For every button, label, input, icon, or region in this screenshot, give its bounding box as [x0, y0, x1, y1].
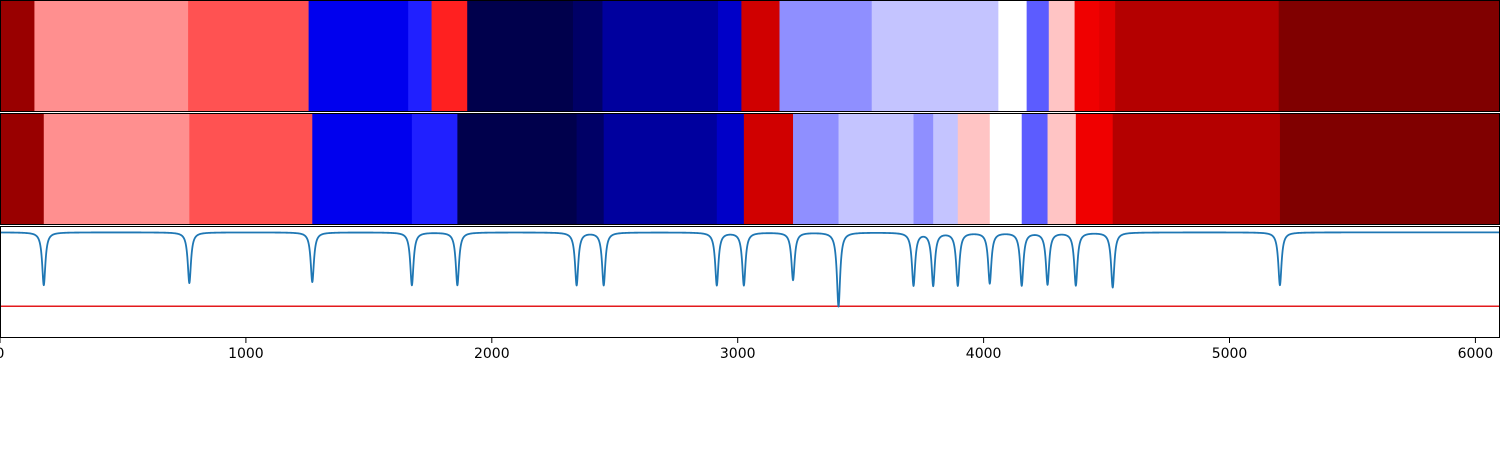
segment-1-5: [408, 0, 433, 112]
segment-1-1: [0, 0, 35, 112]
segment-1-12: [779, 0, 873, 112]
segment-1-16: [1048, 0, 1076, 112]
segment-1-14: [998, 0, 1028, 112]
x-tick-label: 5000: [1212, 346, 1248, 362]
line-panel: [0, 231, 1500, 308]
segment-2-15: [957, 113, 991, 225]
segment-2-9: [716, 113, 745, 225]
segment-1-13: [871, 0, 999, 112]
segment-2-13: [913, 113, 934, 225]
segment-2-21: [1279, 113, 1500, 225]
segment-1-4: [308, 0, 409, 112]
segment-1-3: [188, 0, 310, 112]
segment-2-8: [603, 113, 718, 225]
segment-2-11: [793, 113, 840, 225]
segment-2-19: [1075, 113, 1114, 225]
segment-1-11: [741, 0, 781, 112]
segment-2-3: [189, 113, 313, 225]
x-tick-label: 4000: [966, 346, 1002, 362]
segment-2-14: [933, 113, 959, 225]
panel-frame-3: [0, 226, 1500, 338]
segment-1-20: [1278, 0, 1500, 112]
x-tick-label: 1000: [228, 346, 264, 362]
segment-1-7: [467, 0, 574, 112]
segment-2-10: [743, 113, 794, 225]
segment-1-15: [1026, 0, 1050, 112]
segment-1-9: [602, 0, 719, 112]
segment-1-18: [1099, 0, 1116, 112]
segment-1-17: [1074, 0, 1100, 112]
x-tick-label: 3000: [720, 346, 756, 362]
x-tick-label: 0: [0, 346, 4, 362]
segment-2-16: [989, 113, 1023, 225]
signal-line: [0, 231, 1500, 308]
segment-2-17: [1021, 113, 1049, 225]
segment-track-top: [0, 0, 1500, 112]
segment-1-2: [34, 0, 189, 112]
x-axis: 0 1000 2000 3000 4000 5000 6000: [0, 338, 1493, 362]
segment-2-5: [411, 113, 458, 225]
segment-1-8: [572, 0, 603, 112]
segment-2-18: [1047, 113, 1077, 225]
segment-2-20: [1112, 113, 1281, 225]
segment-track-bottom: [0, 113, 1500, 225]
x-tick-label: 6000: [1458, 346, 1494, 362]
segment-2-2: [43, 113, 190, 225]
segment-2-12: [838, 113, 915, 225]
segment-1-6: [431, 0, 468, 112]
segment-2-4: [312, 113, 413, 225]
segment-2-1: [0, 113, 45, 225]
x-tick-label: 2000: [474, 346, 510, 362]
segment-2-6: [457, 113, 578, 225]
segment-2-7: [576, 113, 605, 225]
segment-1-10: [718, 0, 742, 112]
segment-1-19: [1115, 0, 1280, 112]
